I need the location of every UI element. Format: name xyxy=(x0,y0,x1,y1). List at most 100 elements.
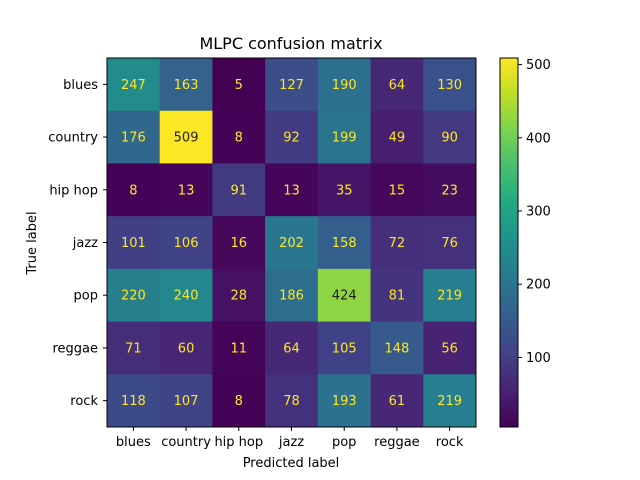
matrix-cell xyxy=(423,110,477,164)
matrix-cell xyxy=(265,321,319,375)
x-tick-label: country xyxy=(161,435,211,450)
x-tick-label: jazz xyxy=(278,435,304,450)
cell-value-label: 105 xyxy=(332,341,357,356)
y-tick-label: blues xyxy=(63,78,98,93)
matrix-cell xyxy=(265,110,319,164)
x-tick-label: pop xyxy=(332,435,356,450)
cell-value-label: 8 xyxy=(235,394,243,409)
cell-value-label: 130 xyxy=(437,78,462,93)
matrix-cell xyxy=(265,58,319,112)
matrix-cell xyxy=(212,216,266,270)
x-tick-label: reggae xyxy=(374,435,420,450)
cell-value-label: 101 xyxy=(121,236,146,251)
cell-value-label: 118 xyxy=(121,394,146,409)
matrix-cell xyxy=(317,163,372,217)
matrix-cell xyxy=(212,374,266,428)
y-tick-label: rock xyxy=(70,394,98,409)
matrix-cell xyxy=(317,321,372,375)
cell-value-label: 13 xyxy=(283,183,300,198)
cell-value-label: 64 xyxy=(283,341,300,356)
x-tick-label: hip hop xyxy=(214,435,263,450)
matrix-cell xyxy=(317,58,372,112)
matrix-cell xyxy=(107,58,161,112)
matrix-cell xyxy=(423,268,477,323)
cell-value-label: 219 xyxy=(437,394,462,409)
cell-value-label: 5 xyxy=(235,78,243,93)
cell-value-label: 148 xyxy=(385,341,410,356)
matrix-cell xyxy=(317,216,372,270)
matrix-cell xyxy=(265,216,319,270)
matrix-cell xyxy=(370,163,424,217)
cell-value-label: 106 xyxy=(174,236,199,251)
cell-value-label: 127 xyxy=(279,78,304,93)
cell-value-label: 76 xyxy=(441,236,458,251)
y-tick-label: hip hop xyxy=(49,183,98,198)
colorbar xyxy=(499,57,519,428)
cell-value-label: 92 xyxy=(283,131,300,146)
matrix-cell xyxy=(107,321,161,375)
matrix-cell xyxy=(265,163,319,217)
cell-value-label: 190 xyxy=(332,78,357,93)
cell-value-label: 71 xyxy=(125,341,142,356)
y-tick-label: reggae xyxy=(52,341,98,356)
matrix-cell xyxy=(212,58,266,112)
matrix-cell xyxy=(370,321,424,375)
y-tick-label: country xyxy=(48,131,98,146)
matrix-cell xyxy=(423,216,477,270)
cell-value-label: 90 xyxy=(441,131,458,146)
matrix-cell xyxy=(423,58,477,112)
cell-value-label: 107 xyxy=(174,394,199,409)
cell-value-label: 15 xyxy=(389,183,406,198)
cell-value-label: 8 xyxy=(235,131,243,146)
matrix-cell xyxy=(317,374,372,428)
cell-value-label: 61 xyxy=(389,394,406,409)
colorbar-ticks: 100 200 300 400 500 xyxy=(518,58,551,366)
cell-value-label: 56 xyxy=(441,341,458,356)
chart-title: MLPC confusion matrix xyxy=(199,34,382,53)
y-tick-label: jazz xyxy=(72,236,98,251)
cell-value-label: 60 xyxy=(178,341,195,356)
matrix-cell xyxy=(423,321,477,375)
matrix-cell xyxy=(370,110,424,164)
matrix-cell xyxy=(423,163,477,217)
matrix-cell xyxy=(265,374,319,428)
matrix-cell xyxy=(159,110,213,164)
matrix-cell xyxy=(212,163,266,217)
matrix-cell xyxy=(370,268,424,323)
colorbar-tick-label: 300 xyxy=(526,205,551,220)
matrix-cell xyxy=(265,268,319,323)
matrix-cell xyxy=(317,110,372,164)
cell-value-label: 72 xyxy=(389,236,406,251)
cell-value-label: 158 xyxy=(332,236,357,251)
cell-value-label: 509 xyxy=(174,131,199,146)
cell-value-label: 78 xyxy=(283,394,300,409)
cell-value-label: 163 xyxy=(174,78,199,93)
cell-value-label: 176 xyxy=(121,131,146,146)
x-tick-label: blues xyxy=(116,435,151,450)
cell-value-label: 81 xyxy=(389,289,406,304)
matrix-cell xyxy=(423,374,477,428)
colorbar-tick-label: 100 xyxy=(526,351,551,366)
matrix-cell xyxy=(107,374,161,428)
cell-value-label: 193 xyxy=(332,394,357,409)
matrix-cell xyxy=(212,268,266,323)
cell-value-label: 219 xyxy=(437,289,462,304)
cell-value-label: 64 xyxy=(389,78,406,93)
y-tick-label: pop xyxy=(74,289,98,304)
matrix-cell xyxy=(159,268,213,323)
cell-value-label: 35 xyxy=(336,183,353,198)
cell-value-label: 202 xyxy=(279,236,304,251)
matrix-cell xyxy=(159,321,213,375)
cell-value-label: 424 xyxy=(332,289,357,304)
cell-value-label: 49 xyxy=(389,131,406,146)
cell-value-label: 186 xyxy=(279,289,304,304)
matrix-cell xyxy=(107,110,161,164)
cell-value-label: 220 xyxy=(121,289,146,304)
matrix-cell xyxy=(107,216,161,270)
matrix-cell xyxy=(107,268,161,323)
cell-value-label: 240 xyxy=(174,289,199,304)
cell-value-label: 23 xyxy=(441,183,458,198)
cell-value-label: 247 xyxy=(121,78,146,93)
